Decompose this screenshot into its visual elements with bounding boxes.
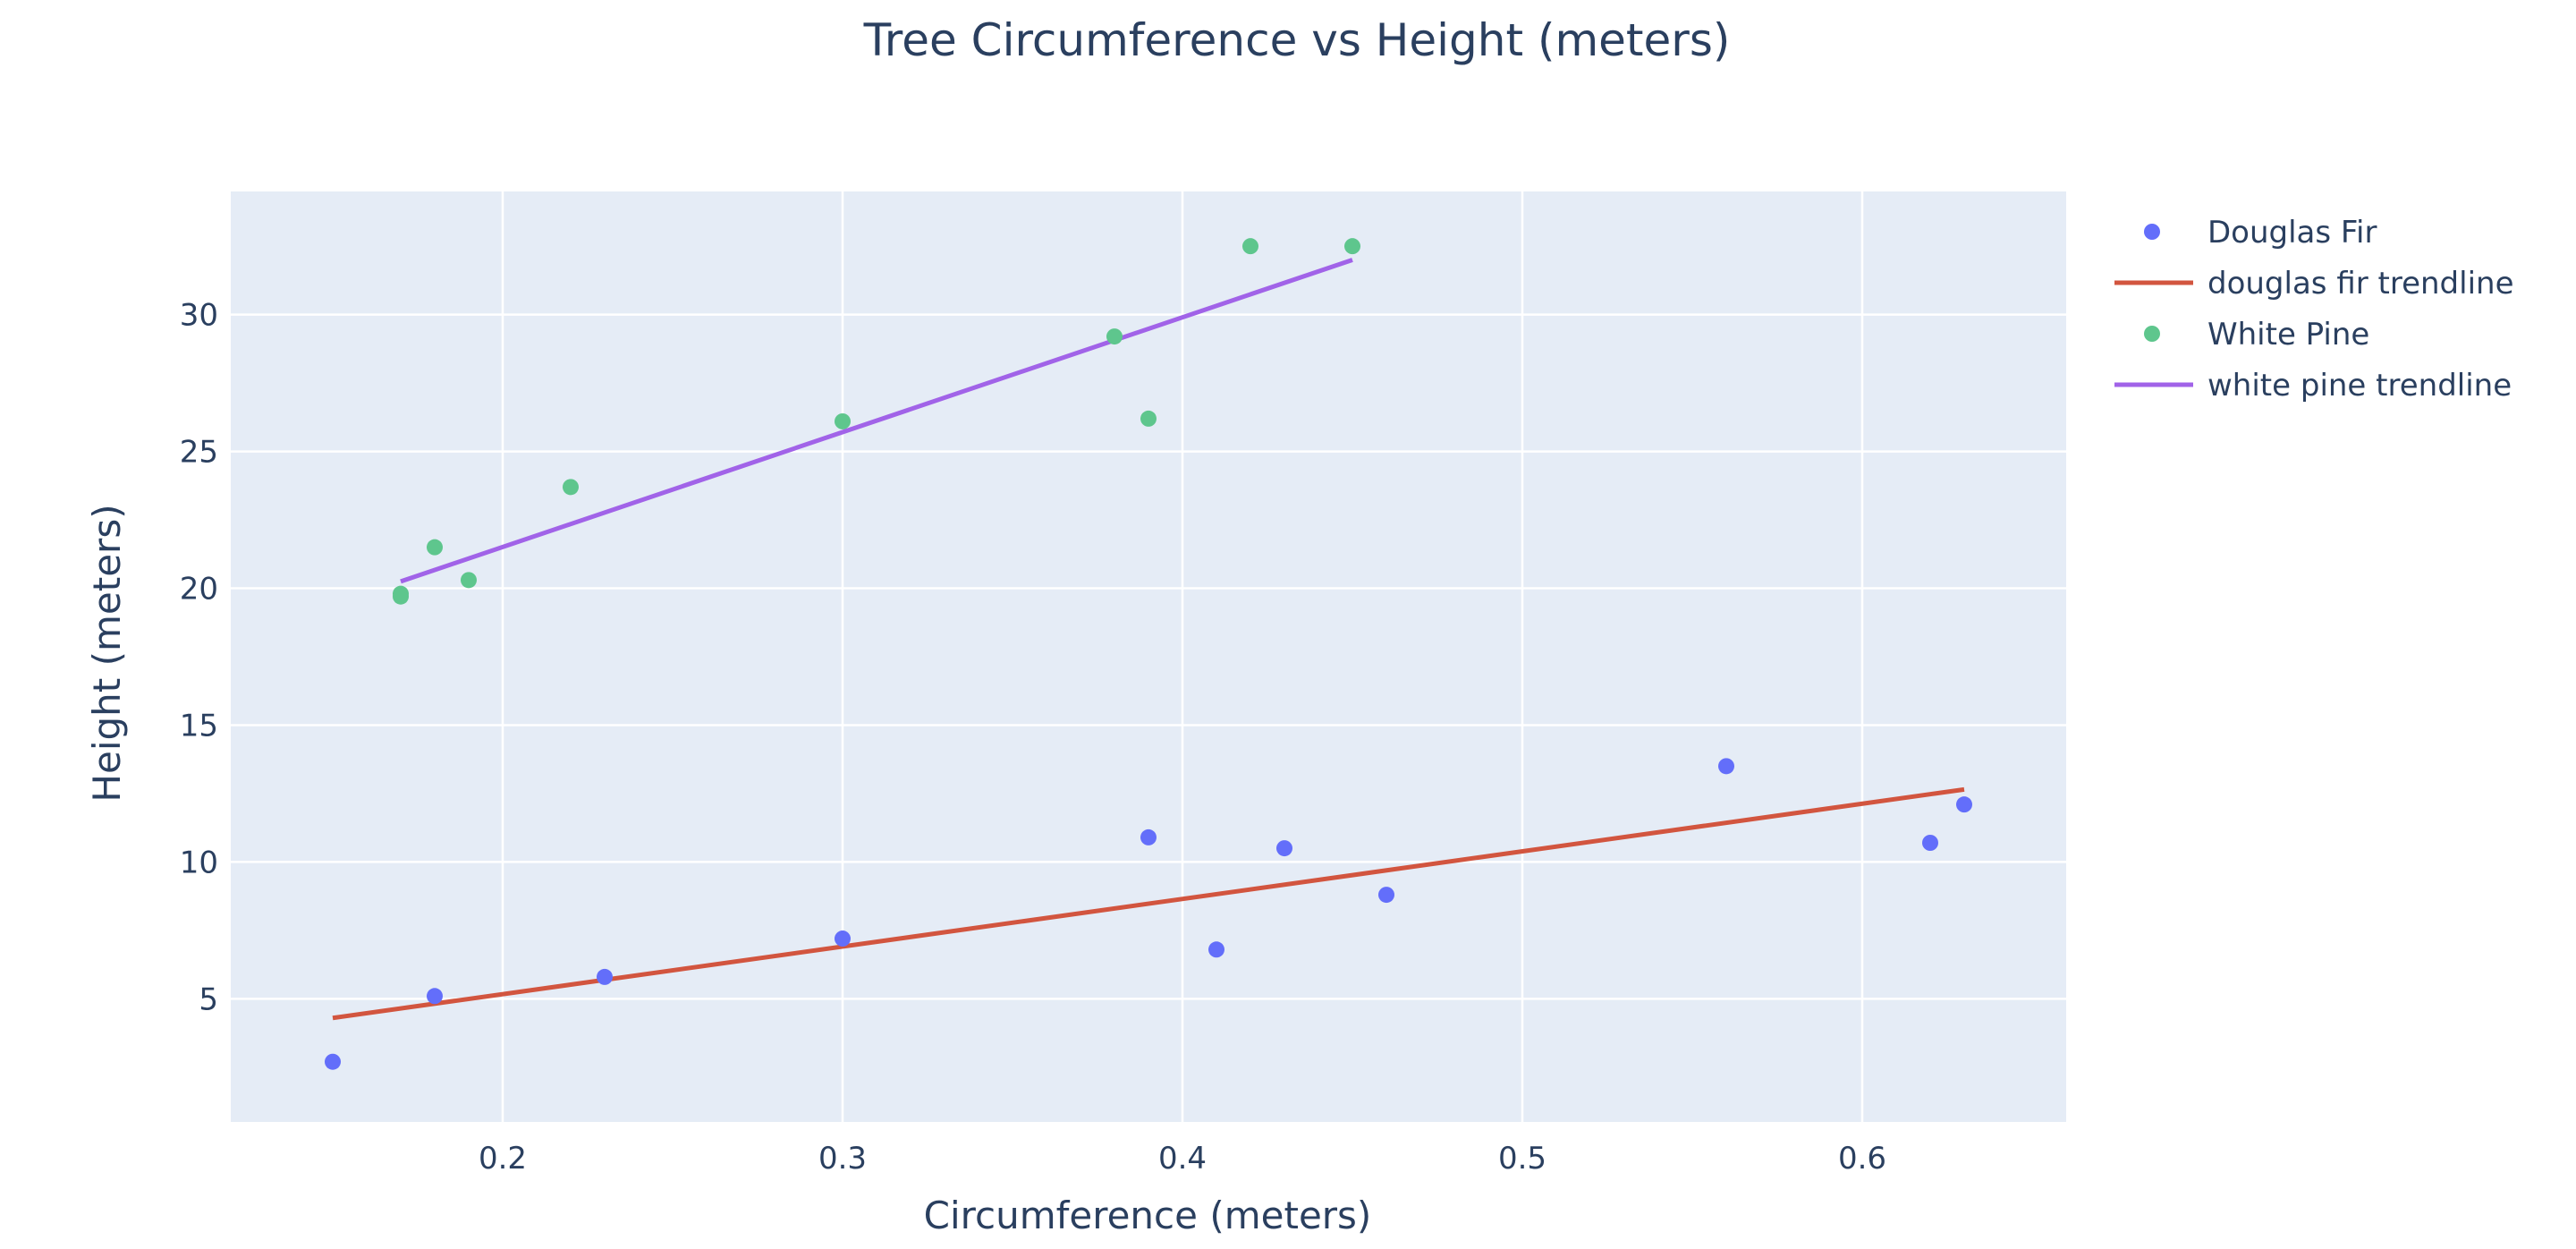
data-point [1956, 796, 1972, 813]
data-point [1378, 887, 1394, 904]
chart-title: Tree Circumference vs Height (meters) [863, 14, 1731, 66]
data-point [1140, 410, 1157, 427]
data-point [1106, 328, 1123, 345]
data-point [1276, 840, 1292, 857]
data-point [563, 479, 579, 496]
data-point [835, 930, 851, 947]
data-point [393, 585, 409, 602]
data-point [1140, 828, 1157, 845]
x-tick-label: 0.6 [1838, 1141, 1886, 1177]
data-point [1242, 238, 1258, 255]
data-point [427, 539, 443, 556]
data-point [1208, 941, 1224, 958]
y-axis-ticks: 5 10 15 20 25 30 [180, 298, 218, 1018]
x-axis-title: Circumference (meters) [924, 1194, 1372, 1237]
y-tick-label: 25 [180, 435, 218, 471]
legend-label: douglas fir trendline [2207, 266, 2514, 302]
data-point [1344, 238, 1360, 255]
legend-label: Douglas Fir [2207, 215, 2377, 251]
data-point [597, 968, 613, 985]
data-point [427, 988, 443, 1005]
y-tick-label: 15 [180, 708, 218, 743]
data-point [835, 412, 851, 429]
grid-lines [231, 191, 2066, 1122]
legend-marker [2144, 326, 2160, 342]
plot-area [231, 191, 2066, 1122]
y-tick-label: 10 [180, 845, 218, 880]
legend: Douglas Fir douglas fir trendline White Pi… [2114, 215, 2514, 404]
x-tick-label: 0.3 [818, 1141, 867, 1177]
legend-label: White Pine [2207, 317, 2369, 353]
y-axis-title: Height (meters) [85, 504, 129, 802]
data-point [1718, 758, 1734, 775]
x-tick-label: 0.4 [1158, 1141, 1207, 1177]
series-layer [325, 238, 1972, 1070]
legend-label: white pine trendline [2207, 368, 2512, 404]
x-tick-label: 0.5 [1498, 1141, 1546, 1177]
trendline [400, 258, 1353, 584]
data-point [1922, 835, 1938, 851]
y-tick-label: 20 [180, 572, 218, 608]
x-axis-ticks: 0.2 0.3 0.4 0.5 0.6 [479, 1141, 1886, 1177]
y-tick-label: 30 [180, 298, 218, 334]
y-tick-label: 5 [199, 981, 218, 1017]
data-point [461, 572, 477, 589]
legend-marker [2144, 224, 2160, 240]
data-point [325, 1053, 341, 1070]
x-tick-label: 0.2 [479, 1141, 527, 1177]
